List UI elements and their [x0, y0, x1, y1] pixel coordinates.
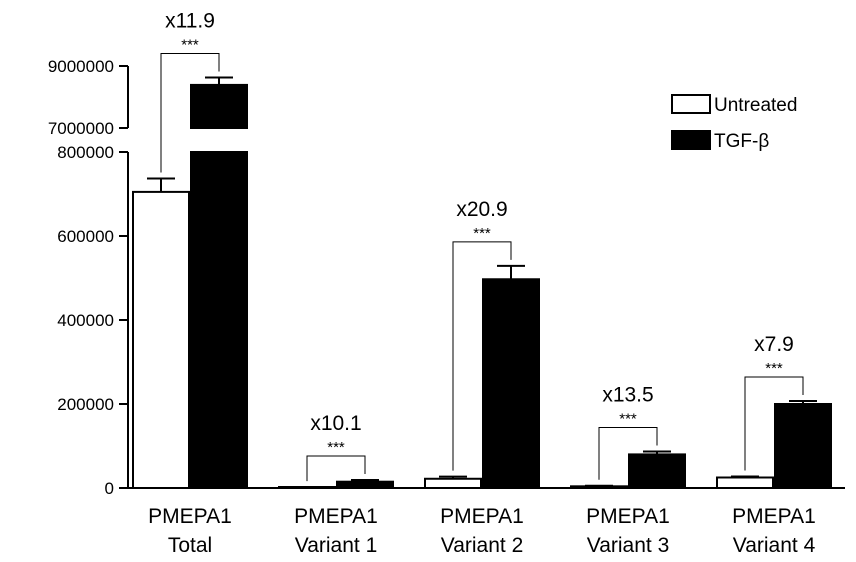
y-tick-label: 0: [105, 479, 114, 498]
significance-bracket: [744, 376, 804, 471]
category-label: PMEPA1: [294, 505, 378, 528]
untreated-bar: [716, 476, 774, 489]
tgf-beta-bar: [190, 151, 248, 489]
legend-label-tgf-beta: TGF-β: [714, 131, 769, 152]
significance-stars: ***: [765, 360, 783, 377]
significance-bracket: [452, 241, 512, 471]
y-tick-label: 9000000: [48, 57, 114, 76]
untreated-bar: [570, 485, 628, 490]
untreated-bar: [278, 486, 336, 489]
significance-bracket: [306, 455, 366, 482]
y-tick-label: 200000: [57, 395, 114, 414]
tgf-beta-bar-upper: [190, 83, 248, 130]
tgf-beta-bar: [628, 453, 686, 489]
category-label: PMEPA1: [586, 505, 670, 528]
category-label: Total: [168, 534, 212, 557]
untreated-bar: [424, 477, 482, 490]
significance-stars: ***: [181, 36, 199, 53]
fold-change-label: x20.9: [456, 198, 507, 221]
significance-stars: ***: [619, 410, 637, 427]
fold-change-label: x7.9: [754, 333, 794, 356]
significance-bracket: [598, 426, 658, 480]
legend: Untreated TGF-β: [671, 94, 797, 152]
category-label: Variant 3: [587, 534, 670, 557]
fold-change-label: x10.1: [310, 412, 361, 435]
bars: [132, 76, 832, 490]
category-label: Variant 4: [733, 534, 816, 557]
category-label: Variant 2: [441, 534, 524, 557]
y-tick-label: 400000: [57, 311, 114, 330]
tgf-beta-bar: [482, 278, 540, 490]
legend-swatch-tgf-beta: [671, 130, 711, 150]
legend-label-untreated: Untreated: [714, 95, 797, 116]
y-tick-label: 7000000: [48, 119, 114, 138]
category-label: PMEPA1: [148, 505, 232, 528]
category-label: PMEPA1: [732, 505, 816, 528]
untreated-bar: [132, 190, 190, 489]
category-label: Variant 1: [295, 534, 378, 557]
fold-change-label: x13.5: [602, 383, 653, 406]
annotations: *** x11.9 *** x10.1 *** x20.9 *** x13.5 *** x7.9: [160, 9, 804, 482]
significance-bracket: [160, 52, 220, 173]
x-axis-labels: PMEPA1 Total PMEPA1 Variant 1 PMEPA1 Variant …: [148, 505, 816, 557]
fold-change-label: x11.9: [165, 9, 215, 32]
category-label: PMEPA1: [440, 505, 524, 528]
legend-swatch-untreated: [671, 94, 711, 114]
y-tick-label: 800000: [57, 143, 114, 162]
tgf-beta-bar: [774, 403, 832, 489]
tgf-beta-bar: [336, 480, 394, 490]
significance-stars: ***: [327, 439, 345, 456]
significance-stars: ***: [473, 225, 491, 242]
y-tick-label: 600000: [57, 227, 114, 246]
